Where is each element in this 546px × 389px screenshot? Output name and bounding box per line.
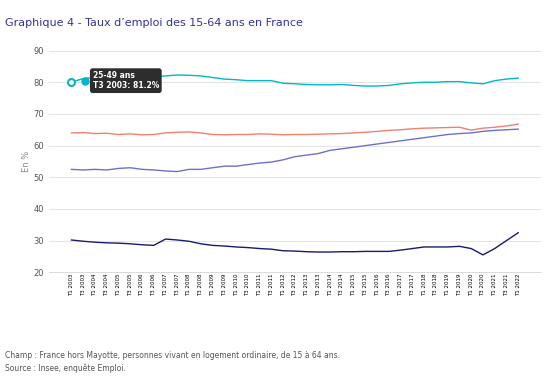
Text: 25-49 ans
T3 2003: 81.2%: 25-49 ans T3 2003: 81.2% <box>93 71 159 90</box>
Text: Champ : France hors Mayotte, personnes vivant en logement ordinaire, de 15 à 64 : Champ : France hors Mayotte, personnes v… <box>5 351 341 360</box>
Y-axis label: En %: En % <box>22 151 31 172</box>
Text: Source : Insee, enquête Emploi.: Source : Insee, enquête Emploi. <box>5 364 127 373</box>
Text: Graphique 4 - Taux d’emploi des 15-64 ans en France: Graphique 4 - Taux d’emploi des 15-64 an… <box>5 18 304 28</box>
